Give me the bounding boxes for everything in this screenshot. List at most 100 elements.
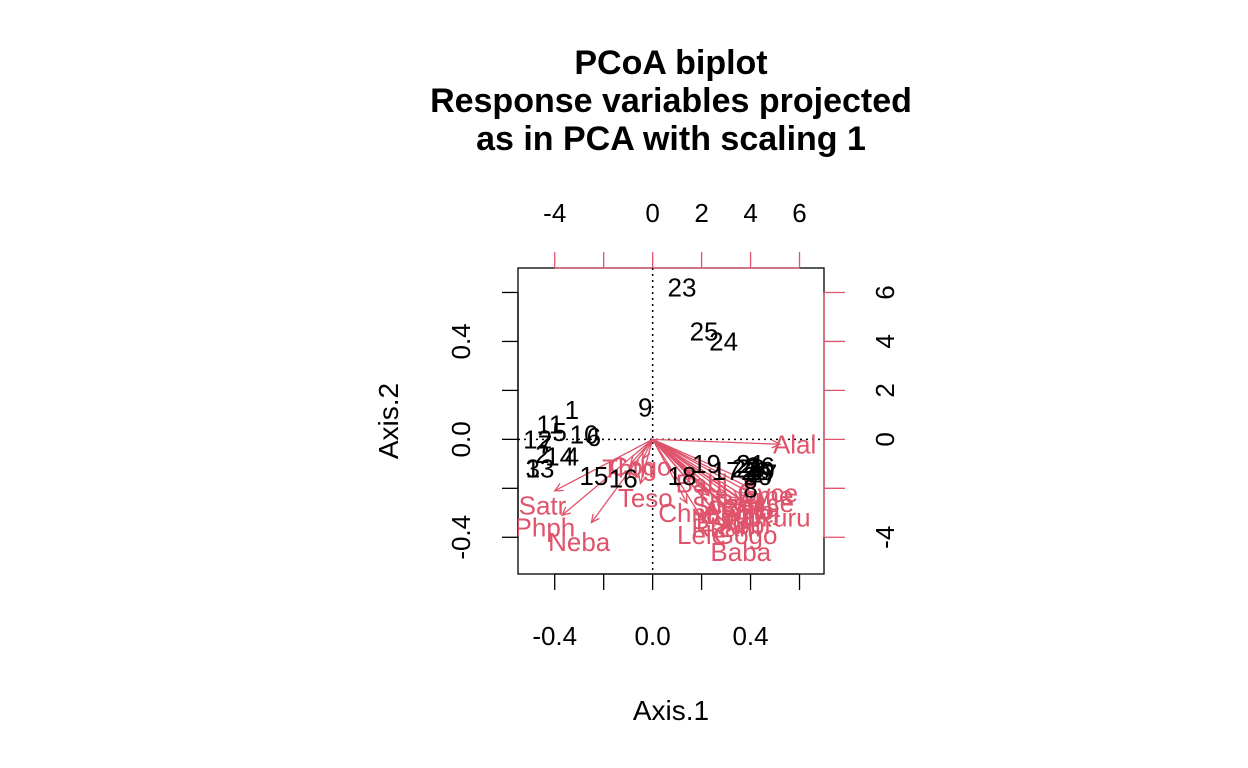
species-arrowhead [741,485,752,494]
species-arrowhead [695,479,706,490]
y-tick-label: 0.0 [446,421,476,457]
site-label: 13 [526,454,555,484]
species-arrowhead [714,489,725,500]
species-label: Icme [737,481,793,511]
species-arrow [652,438,751,489]
species-arrowhead [638,474,647,485]
site-label: 18 [668,461,697,491]
right-tick-label: 6 [870,285,900,299]
species-arrow [630,438,654,465]
site-label: 5 [552,417,566,447]
site-label: 9 [638,393,652,423]
y-tick-label: 0.4 [446,323,476,359]
site-label: 25 [690,317,719,347]
x-axis-label: Axis.1 [633,695,709,726]
site-label: 22 [731,454,760,484]
site-label: 26 [746,451,775,481]
species-arrowhead [771,439,782,449]
site-label: 15 [579,461,608,491]
x-tick-label: 0.4 [732,621,768,651]
species-label: Thth [602,454,654,484]
site-label: 21 [736,449,765,479]
species-arrow [652,438,739,499]
top-tick-label: -4 [543,198,566,228]
site-label: 19 [692,449,721,479]
species-arrowhead [734,492,745,502]
species-label: Titi [695,483,729,513]
site-label: 17 [712,456,741,486]
species-arrowhead [679,493,688,505]
species-label: Babl [676,468,728,498]
species-label: Rham [691,512,760,542]
species-arrow [652,438,751,494]
species-arrowhead [724,504,735,514]
right-tick-label: 0 [870,432,900,446]
chart-title-line-1: PCoA biplot [574,44,768,82]
species-label: Blbj [736,495,779,525]
species-label: Satr [519,490,567,520]
x-tick-label: -0.4 [532,621,577,651]
site-label: 3 [525,454,539,484]
species-label: Abbr [718,510,773,540]
species-label: Gyce [737,478,798,508]
species-label: Pefl [716,488,761,518]
species-label: Albi [724,503,767,533]
chart-title-line-3: as in PCA with scaling 1 [476,120,866,158]
species-arrow [554,438,653,492]
species-arrowhead [753,499,765,509]
species-arrowhead [553,483,564,492]
y-tick-label: -0.4 [446,515,476,560]
species-arrowhead [642,449,651,461]
right-tick-label: 2 [870,383,900,397]
top-tick-label: 0 [645,198,659,228]
species-label: Phph [515,512,576,542]
species-arrow [652,439,688,504]
species-label: Alal [773,429,816,459]
species-label: Cogo [609,451,671,481]
species-label: Legi [706,500,755,530]
site-label: 7 [538,429,552,459]
top-tick-label: 4 [743,198,757,228]
species-arrow [639,439,654,484]
species-arrowhead [590,513,600,524]
species-arrow [652,438,717,514]
site-label: 6 [587,422,601,452]
species-label: Neba [548,527,611,557]
species-arrow [652,438,764,509]
site-label: 14 [545,441,574,471]
site-label: 1 [565,395,579,425]
species-arrowhead [560,506,571,517]
site-label: 30 [743,461,772,491]
species-label: Ruru [754,503,810,533]
species-label: Anan [703,495,764,525]
site-label: 20 [741,456,770,486]
right-tick-label: -4 [870,526,900,549]
y-axis-label: Axis.2 [373,383,404,459]
species-arrowhead [712,494,723,505]
species-label: Gogo [714,520,778,550]
site-label: 23 [668,273,697,303]
site-label: 8 [743,473,757,503]
species-arrowhead [729,489,740,499]
species-label: Cyca [721,493,781,523]
species-arrowhead [720,518,730,529]
species-arrow [642,439,654,460]
species-arrowhead [743,476,755,485]
species-label: Acce [736,488,794,518]
species-label: Eslu [696,508,747,538]
site-label: 12 [523,424,552,454]
species-arrows [553,438,782,529]
species-arrow [652,438,754,485]
site-label: 11 [536,410,563,440]
site-label: 28 [736,454,765,484]
site-label: 10 [570,419,599,449]
species-arrowhead [693,508,703,519]
species-arrow [652,439,703,519]
species-label: Baba [710,537,771,567]
top-tick-label: 2 [694,198,708,228]
site-label: 29 [746,456,775,486]
x-tick-label: 0.0 [635,621,671,651]
